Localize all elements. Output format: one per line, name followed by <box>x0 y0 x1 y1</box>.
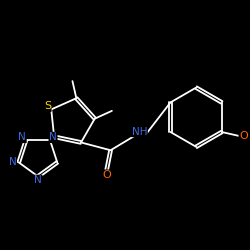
Text: N: N <box>34 175 42 185</box>
Text: N: N <box>9 158 16 168</box>
Text: N: N <box>18 132 26 142</box>
Text: NH: NH <box>132 126 147 136</box>
Text: S: S <box>44 101 51 111</box>
Text: O: O <box>239 131 248 141</box>
Text: O: O <box>102 170 111 180</box>
Text: N: N <box>49 132 57 142</box>
